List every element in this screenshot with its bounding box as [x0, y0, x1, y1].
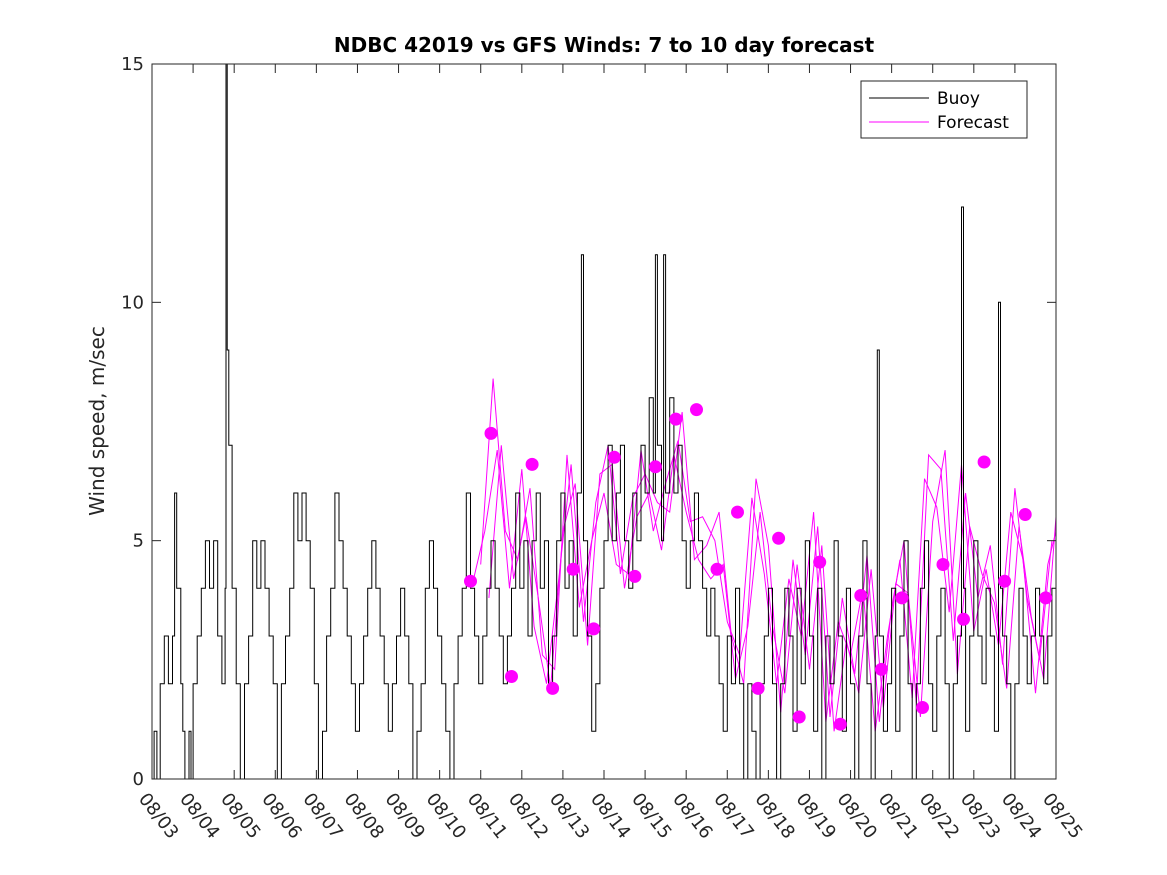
forecast-marker — [874, 662, 888, 676]
x-tick-label: 08/10 — [422, 789, 470, 843]
forecast-marker — [977, 455, 991, 469]
forecast-marker — [833, 717, 847, 731]
x-tick-label: 08/09 — [381, 789, 429, 843]
y-tick-label: 10 — [121, 292, 144, 313]
x-tick-label: 08/11 — [463, 789, 511, 843]
forecast-marker — [751, 681, 765, 695]
legend: Buoy Forecast — [860, 80, 1028, 139]
forecast-marker — [566, 562, 580, 576]
x-tick-label: 08/05 — [216, 789, 264, 843]
forecast-marker — [505, 670, 518, 683]
x-tick-label: 08/16 — [668, 789, 716, 843]
forecast-marker — [587, 622, 601, 636]
forecast-marker — [813, 555, 827, 569]
x-tick-label: 08/13 — [545, 789, 593, 843]
forecast-marker — [669, 412, 683, 426]
forecast-marker — [731, 505, 744, 519]
x-tick-label: 08/08 — [340, 789, 388, 843]
forecast-marker — [998, 574, 1012, 588]
plot-area — [152, 64, 1056, 779]
forecast-marker — [464, 574, 477, 588]
y-tick-label: 5 — [133, 531, 144, 552]
forecast-marker — [916, 701, 929, 714]
forecast-marker — [957, 612, 970, 626]
x-tick-label: 08/17 — [709, 789, 757, 843]
forecast-marker — [895, 591, 909, 605]
forecast-marker — [1018, 508, 1032, 521]
forecast-markers — [464, 403, 1053, 731]
forecast-marker — [936, 558, 950, 571]
forecast-marker — [710, 562, 724, 576]
x-tick-label: 08/15 — [627, 789, 675, 843]
forecast-marker — [628, 569, 642, 583]
y-axis: 0 5 10 15 — [121, 54, 1056, 790]
x-tick-label: 08/03 — [134, 789, 182, 843]
x-tick-label: 08/12 — [504, 789, 552, 843]
y-axis-label: Wind speed, m/sec — [85, 326, 109, 516]
x-tick-label: 08/20 — [833, 789, 881, 843]
x-tick-label: 08/04 — [175, 789, 223, 843]
forecast-marker — [1039, 591, 1053, 605]
chart-title: NDBC 42019 vs GFS Winds: 7 to 10 day for… — [334, 33, 875, 57]
forecast-marker — [690, 403, 703, 417]
buoy-series — [152, 63, 1057, 780]
x-tick-label: 08/14 — [586, 789, 634, 843]
forecast-marker — [607, 450, 621, 464]
x-tick-label: 08/07 — [298, 789, 346, 843]
forecast-marker — [648, 460, 662, 474]
buoy-line — [152, 63, 1057, 780]
forecast-marker — [484, 426, 498, 440]
forecast-marker — [772, 531, 786, 545]
legend-box — [860, 80, 1028, 139]
legend-label-buoy: Buoy — [937, 89, 980, 109]
y-tick-label: 0 — [133, 769, 144, 790]
forecast-marker — [792, 710, 806, 724]
x-tick-label: 08/22 — [915, 789, 963, 843]
x-tick-label: 08/21 — [874, 789, 922, 843]
y-tick-label: 15 — [121, 54, 144, 75]
x-tick-label: 08/18 — [750, 789, 798, 843]
x-tick-label: 08/24 — [997, 789, 1045, 843]
x-tick-label: 08/06 — [257, 789, 305, 843]
legend-label-forecast: Forecast — [937, 113, 1009, 133]
forecast-marker — [546, 681, 560, 695]
x-tick-label: 08/23 — [956, 789, 1004, 843]
forecast-marker — [854, 589, 868, 602]
forecast-marker — [525, 457, 539, 471]
x-tick-label: 08/25 — [1038, 789, 1086, 843]
x-tick-label: 08/19 — [792, 789, 840, 843]
